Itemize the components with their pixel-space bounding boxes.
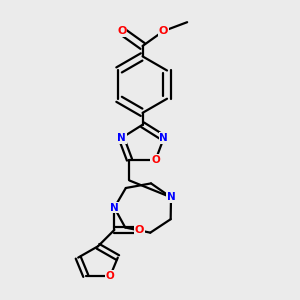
Text: O: O bbox=[106, 271, 115, 281]
Text: N: N bbox=[159, 133, 168, 143]
Text: N: N bbox=[110, 202, 119, 213]
Text: N: N bbox=[167, 192, 176, 202]
Text: O: O bbox=[159, 26, 168, 36]
Text: N: N bbox=[117, 133, 126, 143]
Text: O: O bbox=[151, 155, 160, 165]
Text: O: O bbox=[135, 225, 144, 235]
Text: O: O bbox=[117, 26, 127, 36]
